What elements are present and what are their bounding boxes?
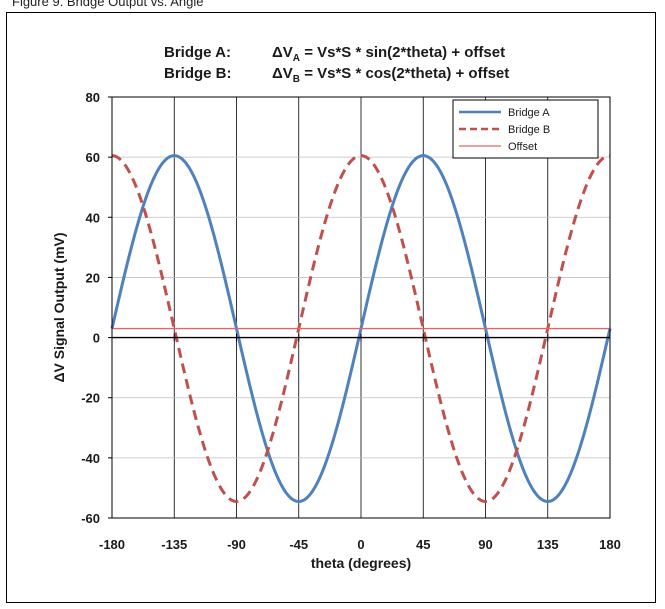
y-tick-label: 40	[86, 210, 100, 225]
y-tick-label: 20	[86, 270, 100, 285]
y-tick-label: -60	[81, 511, 100, 526]
x-tick-label: 45	[416, 537, 430, 552]
legend-box	[452, 99, 599, 159]
chart-frame: Bridge A: ΔVA = Vs*S * sin(2*theta) + off…	[6, 12, 656, 603]
legend-label: Bridge B	[508, 124, 550, 136]
x-axis-label: theta (degrees)	[311, 555, 411, 571]
x-tick-label: 90	[478, 537, 492, 552]
y-axis-label: ΔV Signal Output (mV)	[51, 232, 67, 382]
y-tick-label: 0	[93, 331, 100, 346]
x-tick-label: 0	[357, 537, 364, 552]
x-tick-label: -45	[289, 537, 308, 552]
title-line-label: Bridge A:	[164, 44, 231, 61]
plot-area-border	[111, 96, 611, 519]
y-tick-label: 80	[86, 90, 100, 105]
figure-caption: Figure 9. Bridge Output vs. Angle	[12, 0, 204, 9]
series-line-bridge-b	[111, 154, 611, 503]
chart-title: Bridge A: ΔVA = Vs*S * sin(2*theta) + off…	[164, 44, 509, 85]
x-tick-label: 180	[599, 537, 621, 552]
tick-labels: -180 -135 -90 -45 0 45 90 135 180 -60 -40 -20 0 20 40 6…	[81, 90, 621, 552]
x-tick-label: -90	[227, 537, 246, 552]
line-chart: Bridge A: ΔVA = Vs*S * sin(2*theta) + off…	[51, 44, 621, 571]
y-tick-label: -40	[81, 451, 100, 466]
y-tick-label: -20	[81, 391, 100, 406]
title-line-formula: ΔVA = Vs*S * sin(2*theta) + offset	[272, 44, 505, 64]
grid-lines	[112, 97, 610, 518]
legend-label: Offset	[508, 141, 537, 153]
x-tick-label: -135	[161, 537, 187, 552]
x-tick-label: -180	[99, 537, 125, 552]
x-tick-label: 135	[537, 537, 559, 552]
title-line-label: Bridge B:	[164, 65, 232, 82]
legend-label: Bridge A	[508, 107, 550, 119]
series-lines	[110, 154, 612, 503]
figure-caption-strip: Figure 9. Bridge Output vs. Angle	[0, 0, 665, 12]
y-tick-label: 60	[86, 150, 100, 165]
title-line-formula: ΔVB = Vs*S * cos(2*theta) + offset	[272, 65, 509, 85]
legend: Bridge A Bridge B Offset	[452, 99, 599, 159]
